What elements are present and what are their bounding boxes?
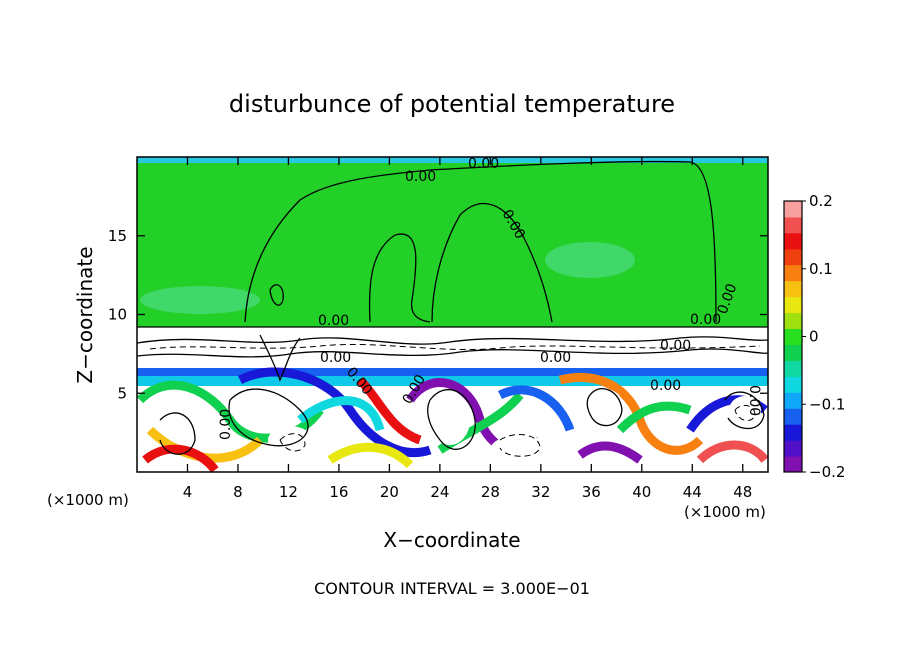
eddy: [616, 401, 692, 434]
colorbar-swatch: [784, 456, 802, 473]
colorbar-swatch: [784, 424, 802, 441]
x-tick-label: 20: [380, 483, 399, 501]
x-tick-label: 16: [329, 483, 348, 501]
dashed-contour-line: [149, 344, 761, 350]
contour-line: [427, 389, 476, 450]
x-tick-label: 28: [481, 483, 500, 501]
contour-lines: [137, 160, 768, 455]
contour-label: 0.00: [650, 378, 681, 394]
x-tick-label: 44: [683, 483, 702, 501]
contour-line: [244, 160, 717, 323]
x-axis-label: X−coordinate: [383, 528, 520, 552]
colorbar-swatch: [784, 232, 802, 250]
contour-label: 0.00: [218, 409, 234, 440]
colorbar-tick-label: 0.1: [809, 260, 833, 278]
colorbar-tick-label: 0: [809, 328, 819, 346]
eddy: [497, 385, 575, 432]
contour-line: [269, 284, 284, 306]
colorbar-swatch: [784, 264, 802, 282]
contour-line: [368, 233, 431, 323]
white-cell: [196, 428, 224, 452]
colorbar-tick-label: −0.1: [809, 395, 845, 413]
colorbar-swatch: [784, 312, 802, 330]
contour-label: 0.00: [468, 156, 499, 172]
colorbar-tick-label: 0.2: [809, 192, 833, 210]
white-cell: [268, 426, 312, 454]
colorbar-swatch: [784, 280, 802, 298]
x-tick-label: 12: [279, 483, 298, 501]
x-unit-right: (×1000 m): [684, 503, 766, 521]
contour-label: 0.00: [405, 169, 436, 185]
colorbar-swatch: [784, 296, 802, 314]
y-tick-label: 10: [108, 306, 127, 324]
plot-area: 0.00 0.00 0.00 0.00 0.00 0.00 0.00 0.00 …: [137, 156, 768, 472]
y-axis: 5 10 15: [108, 227, 768, 402]
white-cell: [430, 395, 470, 445]
contour-label: 0.00: [318, 313, 349, 329]
eddy: [558, 372, 704, 455]
x-tick-label: 24: [430, 483, 449, 501]
colorbar-swatch: [784, 360, 802, 377]
contour-label: 0.00: [746, 385, 762, 416]
y-tick-label: 5: [117, 384, 127, 402]
upper-patch: [545, 242, 635, 278]
eddy: [696, 440, 768, 464]
y-axis-label: Z−coordinate: [73, 246, 97, 383]
x-tick-label: 36: [582, 483, 601, 501]
x-unit-left: (×1000 m): [47, 491, 129, 509]
contour-interval-note: CONTOUR INTERVAL = 3.000E−01: [314, 579, 590, 598]
contour-label: 0.00: [690, 312, 721, 328]
colorbar-swatch: [784, 392, 802, 409]
colorbar-swatch: [784, 328, 802, 345]
eddy: [356, 376, 422, 445]
eddy: [577, 441, 643, 464]
contour-line: [431, 202, 553, 323]
colorbar-swatch: [784, 408, 802, 425]
colorbar-swatch: [784, 216, 802, 234]
contour-line: [586, 388, 623, 427]
y-tick-label: 15: [108, 227, 127, 245]
white-cell: [490, 435, 550, 465]
eddy: [297, 396, 385, 432]
contour-line: [259, 334, 301, 382]
band-blue: [137, 368, 768, 376]
x-axis: 4 8 12 16 20 24 28 32 36 40 44 48: [183, 157, 752, 501]
contour-label: 0.00: [660, 338, 691, 354]
dashed-contour-line: [734, 404, 756, 422]
colorbar-tick-label: −0.2: [809, 463, 845, 481]
contour-label: 0.00: [320, 350, 351, 366]
x-tick-label: 8: [233, 483, 243, 501]
eddy: [327, 442, 414, 469]
contour-label: 0.00: [540, 350, 571, 366]
contour-line: [137, 336, 768, 345]
white-cells: [196, 389, 761, 465]
top-boundary-strip: [137, 157, 768, 163]
x-tick-label: 4: [183, 483, 193, 501]
colorbar: 0.2 0.1 0 −0.1 −0.2: [783, 192, 845, 481]
x-tick-label: 32: [531, 483, 550, 501]
colorbar-swatch: [784, 440, 802, 457]
colorbar-swatch: [784, 376, 802, 393]
upper-patch: [140, 286, 260, 314]
x-tick-label: 48: [733, 483, 752, 501]
contour-line: [724, 391, 765, 430]
white-cell: [587, 389, 623, 421]
white-cell: [729, 396, 761, 424]
chart-title: disturbunce of potential temperature: [229, 90, 675, 118]
contour-line: [228, 388, 309, 447]
colorbar-swatch: [784, 344, 802, 361]
contour-line: [159, 412, 196, 455]
contour-line: [137, 348, 768, 358]
x-tick-label: 40: [632, 483, 651, 501]
colorbar-swatch: [784, 201, 802, 218]
colorbar-swatch: [784, 248, 802, 266]
dashed-contours: [149, 344, 761, 457]
eddy: [142, 444, 219, 472]
dashed-contour-line: [499, 433, 541, 457]
dashed-contour-line: [279, 433, 306, 452]
